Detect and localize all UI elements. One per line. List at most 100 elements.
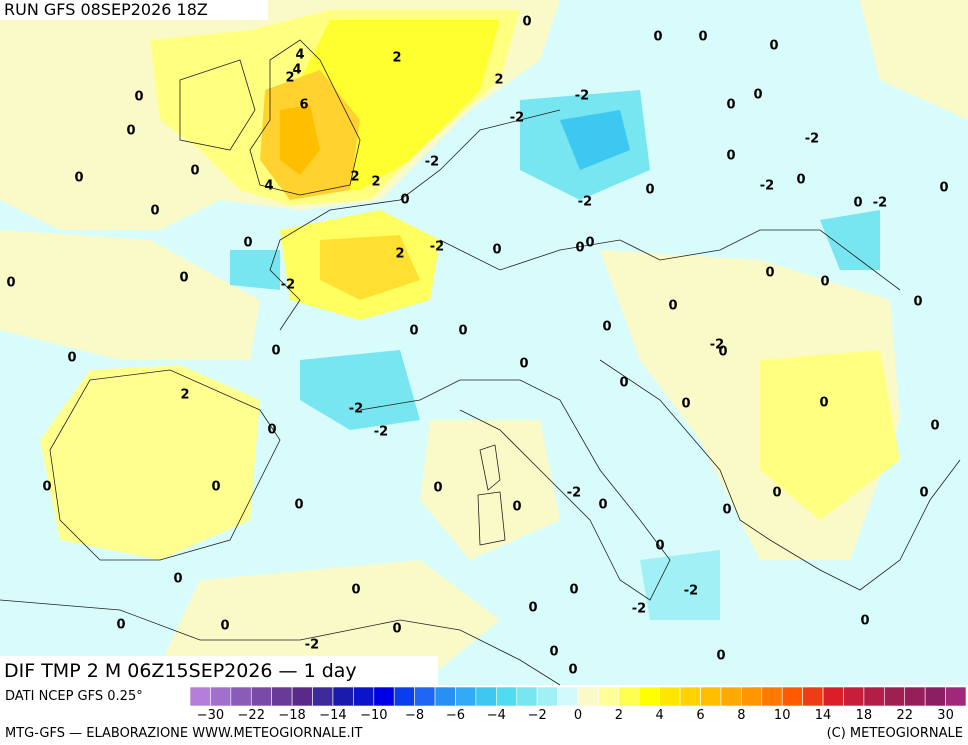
- contour-label: 0: [126, 124, 135, 139]
- contour-label: -2: [430, 240, 444, 255]
- contour-label: 2: [371, 175, 380, 190]
- colorbar-swatch: [945, 686, 967, 707]
- contour-label: 4: [295, 48, 304, 63]
- contour-label: 0: [243, 236, 252, 251]
- contour-label: 0: [267, 423, 276, 438]
- contour-label: 0: [179, 271, 188, 286]
- contour-label: 0: [602, 320, 611, 335]
- contour-label: 0: [726, 149, 735, 164]
- colorbar-label: −4: [487, 708, 506, 723]
- contour-label: 0: [522, 15, 531, 30]
- contour-label: 0: [765, 266, 774, 281]
- colorbar-swatch: [332, 686, 354, 707]
- contour-label: 0: [400, 193, 409, 208]
- contour-label: -2: [349, 402, 363, 417]
- colorbar-label: −8: [405, 708, 424, 723]
- contour-label: 0: [220, 619, 229, 634]
- contour-label: 0: [681, 397, 690, 412]
- contour-label: 0: [819, 396, 828, 411]
- contour-label: -2: [684, 584, 698, 599]
- colorbar-label: −2: [528, 708, 547, 723]
- colorbar-swatch: [598, 686, 620, 707]
- contour-label: 0: [860, 614, 869, 629]
- colorbar-swatch: [618, 686, 640, 707]
- colorbar-swatch: [455, 686, 477, 707]
- colorbar-swatch: [312, 686, 334, 707]
- contour-label: -2: [374, 425, 388, 440]
- colorbar-swatch: [781, 686, 803, 707]
- contour-label: 0: [653, 30, 662, 45]
- contour-label: 0: [568, 663, 577, 678]
- contour-label: 0: [796, 173, 805, 188]
- contour-label: 0: [190, 164, 199, 179]
- colorbar-label: 14: [815, 708, 832, 723]
- contour-label: 2: [392, 51, 401, 66]
- colorbar-swatch: [557, 686, 579, 707]
- contour-label: 0: [42, 480, 51, 495]
- contour-label: 6: [299, 98, 308, 113]
- contour-label: -2: [578, 195, 592, 210]
- colorbar-label: −14: [319, 708, 346, 723]
- colorbar-swatch: [189, 686, 211, 707]
- contour-label: 0: [930, 419, 939, 434]
- run-title: RUN GFS 08SEP2026 18Z: [4, 0, 208, 19]
- contour-label: 0: [409, 324, 418, 339]
- contour-label: 0: [753, 88, 762, 103]
- data-source: DATI NCEP GFS 0.25°: [5, 689, 143, 704]
- colorbar-swatch: [659, 686, 681, 707]
- colorbar-label: −30: [197, 708, 224, 723]
- contour-label: 0: [575, 241, 584, 256]
- colorbar-swatch: [516, 686, 538, 707]
- contour-label: 0: [294, 498, 303, 513]
- contour-label: 2: [395, 247, 404, 262]
- colorbar-swatch: [884, 686, 906, 707]
- colorbar-swatch: [843, 686, 865, 707]
- header-box: [0, 0, 268, 20]
- contour-label: -2: [281, 278, 295, 293]
- anomaly-fields: [0, 0, 968, 685]
- contour-label: -2: [873, 196, 887, 211]
- contour-label: 0: [645, 183, 654, 198]
- credit-right: (C) METEOGIORNALE: [827, 726, 963, 741]
- colorbar-swatch: [414, 686, 436, 707]
- colorbar-label: 8: [737, 708, 745, 723]
- contour-label: -2: [632, 602, 646, 617]
- contour-label: 2: [350, 170, 359, 185]
- contour-label: 0: [150, 204, 159, 219]
- contour-label: -2: [710, 338, 724, 353]
- contour-label: 0: [173, 572, 182, 587]
- contour-label: 0: [134, 90, 143, 105]
- colorbar-swatch: [679, 686, 701, 707]
- contour-label: 0: [67, 351, 76, 366]
- contour-label: 0: [392, 622, 401, 637]
- colorbar-label: −22: [238, 708, 265, 723]
- contour-label: 0: [569, 583, 578, 598]
- colorbar-swatch: [271, 686, 293, 707]
- contour-label: -2: [305, 638, 319, 653]
- contour-label: 4: [264, 179, 273, 194]
- contour-label: 0: [458, 324, 467, 339]
- colorbar-label: 18: [856, 708, 873, 723]
- colorbar-swatch: [475, 686, 497, 707]
- colorbar-swatch: [924, 686, 946, 707]
- colorbar-swatch: [802, 686, 824, 707]
- contour-label: 0: [939, 181, 948, 196]
- colorbar-swatch: [761, 686, 783, 707]
- contour-label: 0: [598, 498, 607, 513]
- contour-label: 0: [726, 98, 735, 113]
- colorbar-label: 30: [937, 708, 954, 723]
- contour-label: 0: [6, 276, 15, 291]
- colorbar-swatch: [741, 686, 763, 707]
- colorbar-label: −18: [278, 708, 305, 723]
- coastlines: [0, 39, 961, 686]
- contour-label: 0: [519, 357, 528, 372]
- contour-label: -2: [425, 155, 439, 170]
- contour-label: 0: [698, 30, 707, 45]
- footer-box: [0, 656, 438, 685]
- colorbar-swatch: [904, 686, 926, 707]
- colorbar-swatch: [250, 686, 272, 707]
- colorbar-label: 6: [696, 708, 704, 723]
- contour-label: 0: [549, 645, 558, 660]
- colorbar-label: 10: [774, 708, 791, 723]
